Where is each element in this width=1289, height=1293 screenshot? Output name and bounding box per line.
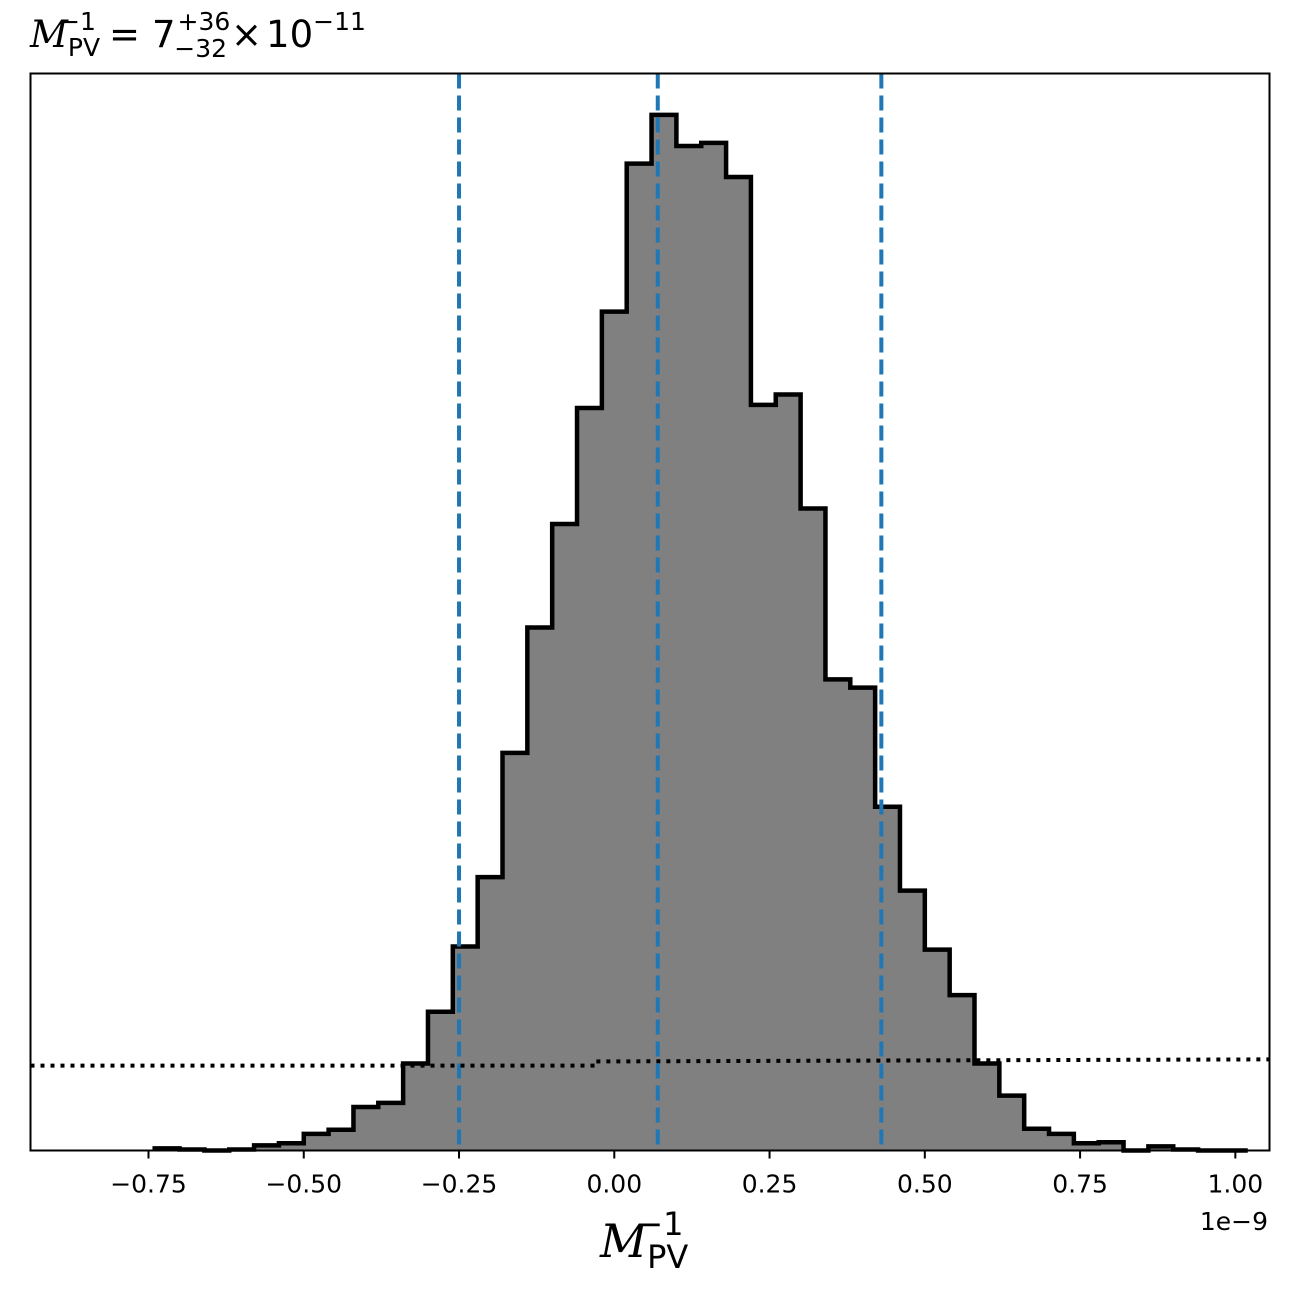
histogram-bar [353,1107,379,1151]
histogram-bar [303,1133,330,1151]
histogram-bar [676,145,702,1151]
histogram-bar [452,946,479,1151]
x-axis-ticks: −0.75 −0.50 −0.25 0.00 0.25 0.50 0.75 1.00 [110,1150,1264,1199]
title-times: × [231,13,262,56]
histogram-bar [328,1129,354,1151]
title-lower-err: −32 [174,34,227,63]
title-base: 10 [266,13,313,56]
histogram-bar [1098,1142,1125,1151]
xlabel-sup: −1 [636,1205,683,1243]
histogram-bar [601,311,628,1151]
x-tick-label: −0.25 [421,1170,498,1199]
title-symbol-sub: PV [68,33,100,62]
x-tick-label: −0.75 [110,1170,187,1199]
x-tick-label: 0.50 [897,1170,953,1199]
histogram-bar [378,1102,404,1151]
title-symbol-sup: −1 [59,7,96,36]
histogram-bar [899,890,926,1151]
histogram-bar [949,995,975,1151]
histogram-bar [651,114,677,1151]
x-tick-label: −0.50 [265,1170,342,1199]
histogram-outline [152,112,1248,1153]
title-value: 7 [152,13,176,56]
histogram-bar [254,1145,280,1151]
histogram-bar [626,163,653,1151]
histogram-bar [427,1011,454,1151]
axes-frame [29,72,1271,1152]
histogram-bar [278,1143,305,1151]
x-tick-label: 0.25 [742,1170,798,1199]
x-axis-label: MPV−1 [599,1205,688,1276]
histogram-bar [999,1095,1025,1151]
title-symbol: M [29,13,69,56]
histogram-bar [924,949,951,1151]
histogram-bar [577,407,603,1151]
histogram-bar [825,679,851,1151]
histogram-bar [974,1063,1000,1151]
xlabel-sub: PV [647,1238,688,1276]
x-tick-label: 0.00 [586,1170,642,1199]
title-exponent: −11 [313,7,366,36]
xlabel-symbol: M [599,1214,649,1268]
prior-density-line [30,1057,1270,1068]
histogram-bar [875,806,901,1151]
title-equals: = [109,13,140,56]
x-tick-label: 1.00 [1208,1170,1264,1199]
x-offset-label: 1e−9 [1200,1207,1268,1236]
x-tick-label: 0.75 [1052,1170,1108,1199]
plot-area [30,73,1270,1153]
histogram-bar [403,1063,429,1151]
histogram-bar [502,752,528,1151]
chart-title: MPV−1 = 7+36 −32 × 10−11 [29,7,366,63]
histogram-bar [477,877,503,1151]
title-upper-err: +36 [178,7,231,36]
histogram-bar [800,508,826,1151]
histogram-bar [552,523,578,1151]
histogram-bar [750,404,777,1151]
histogram-bar [527,627,553,1151]
histogram-bar [850,687,876,1151]
histogram-bar [1024,1128,1050,1151]
histogram-bar [1049,1133,1075,1151]
histogram-bar [701,142,727,1151]
histogram-bar [726,177,752,1151]
histogram-bar [1073,1143,1100,1151]
histogram-bar [775,394,802,1151]
